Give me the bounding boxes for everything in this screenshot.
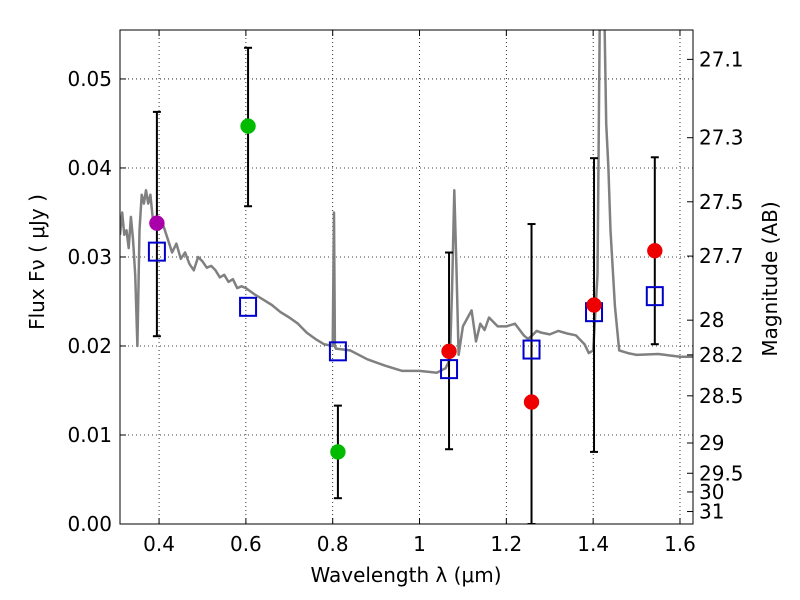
y-tick-label: 0.01 [67,423,112,447]
plot-data [120,30,693,524]
y-tick-label: 0.04 [67,156,112,180]
x-tick-label: 0.6 [230,532,262,556]
magnitude-tick-label: 28.5 [699,384,744,408]
x-tick-label: 0.4 [143,532,175,556]
observed-photometry-point [441,343,457,360]
y-tick-label: 0.05 [67,67,112,91]
magnitude-tick-label: 27.7 [699,244,744,268]
magnitude-tick-label: 28 [699,308,724,332]
magnitude-tick-label: 31 [699,500,724,524]
model-photometry-square [147,241,166,262]
observed-photometry-point [523,394,540,410]
observed-photometry-point [240,118,256,134]
y-tick-label: 0.03 [67,245,112,269]
x-tick-label: 0.8 [317,532,349,556]
y-axis-label-left: Flux Fν ( μJy ) [25,194,49,330]
model-photometry-square [239,296,258,317]
observed-photometry-point [330,444,346,460]
observed-photometry-point [149,215,165,231]
magnitude-tick-label: 27.1 [699,47,744,71]
x-axis-label: Wavelength λ (μm) [310,563,501,587]
model-photometry-square [440,359,459,380]
y-tick-label: 0.02 [67,334,112,358]
magnitude-tick-label: 29.5 [699,461,744,485]
axis-ticks: 0.4 0.6 0.8 1 1.2 1.4 1.6 0.00 0.01 0.02 0.03 0.04 0… [67,30,744,556]
model-photometry-square [522,339,541,360]
model-photometry-square [645,286,664,307]
magnitude-tick-label: 30 [699,480,724,504]
observed-photometry-point [586,297,602,313]
y-axis-label-right: Magnitude (AB) [758,201,782,356]
plot-frame [119,29,694,525]
magnitude-tick-label: 27.3 [699,126,744,150]
observed-photometry-point [647,242,663,259]
x-tick-label: 1 [413,532,426,556]
magnitude-tick-label: 28.2 [699,343,744,367]
model-photometry-square [328,341,347,362]
x-tick-label: 1.4 [577,532,609,556]
x-tick-label: 1.2 [490,532,522,556]
x-tick-label: 1.6 [664,532,696,556]
magnitude-tick-label: 27.5 [699,190,744,214]
y-tick-label: 0.00 [67,512,112,536]
magnitude-tick-label: 29 [699,431,724,455]
